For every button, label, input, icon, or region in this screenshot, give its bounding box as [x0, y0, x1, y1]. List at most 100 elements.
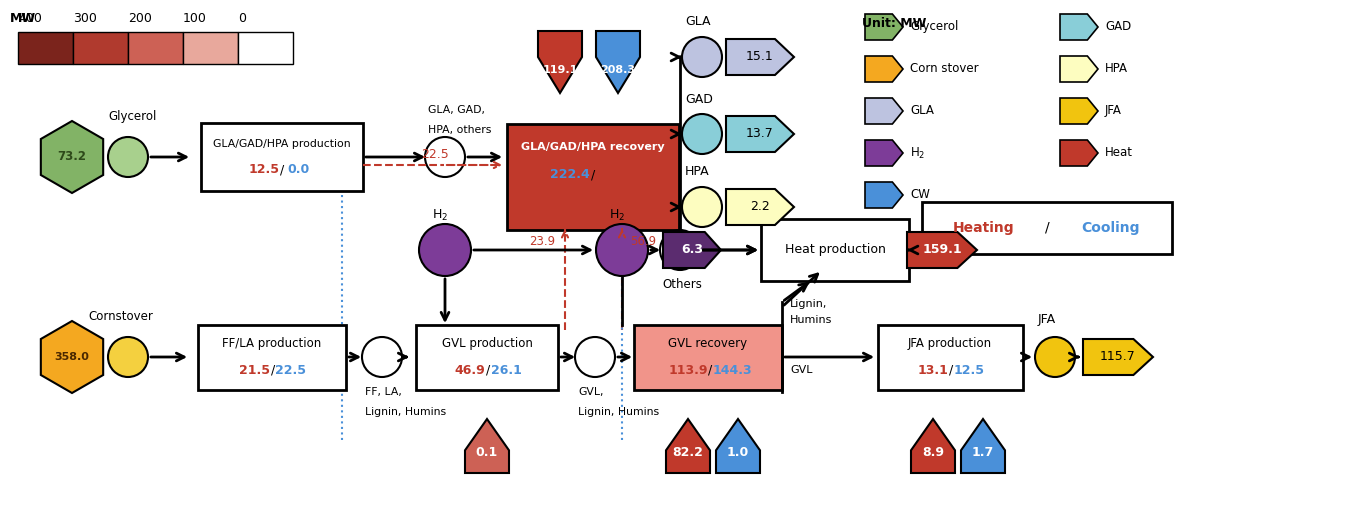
Polygon shape — [907, 232, 976, 268]
Polygon shape — [1059, 140, 1098, 166]
Text: Humins: Humins — [790, 315, 832, 325]
Polygon shape — [666, 419, 710, 473]
Text: 144.3: 144.3 — [713, 363, 752, 376]
Circle shape — [424, 137, 465, 177]
Polygon shape — [726, 39, 794, 75]
Text: 0: 0 — [238, 12, 246, 25]
Polygon shape — [865, 56, 903, 82]
Text: 12.5: 12.5 — [249, 163, 280, 176]
Text: 73.2: 73.2 — [57, 150, 87, 163]
Text: Heating: Heating — [953, 221, 1015, 235]
Text: 23.9: 23.9 — [529, 235, 555, 248]
FancyBboxPatch shape — [18, 32, 73, 64]
Text: 113.9: 113.9 — [668, 363, 707, 376]
Polygon shape — [596, 31, 641, 93]
Text: 13.7: 13.7 — [747, 127, 774, 140]
FancyBboxPatch shape — [634, 325, 782, 389]
Text: 100: 100 — [184, 12, 207, 25]
FancyBboxPatch shape — [416, 325, 558, 389]
Circle shape — [681, 37, 722, 77]
Text: 12.5: 12.5 — [953, 363, 985, 376]
Text: 22.5: 22.5 — [422, 148, 449, 161]
Text: H$_2$: H$_2$ — [609, 207, 626, 222]
Text: 82.2: 82.2 — [673, 445, 703, 458]
Circle shape — [419, 224, 471, 276]
Text: 225.5: 225.5 — [598, 169, 638, 182]
Polygon shape — [726, 116, 794, 152]
Text: Heat: Heat — [1104, 147, 1133, 160]
Polygon shape — [1059, 56, 1098, 82]
Text: 56.9: 56.9 — [630, 235, 656, 248]
FancyBboxPatch shape — [922, 202, 1172, 254]
FancyBboxPatch shape — [762, 219, 908, 281]
Polygon shape — [865, 98, 903, 124]
Text: GLA: GLA — [910, 104, 934, 117]
Text: JFA production: JFA production — [908, 338, 991, 350]
Text: Unit: MW: Unit: MW — [862, 17, 926, 30]
Text: 6.3: 6.3 — [681, 243, 703, 256]
Text: Cornstover: Cornstover — [88, 311, 152, 324]
Text: 13.1: 13.1 — [918, 363, 948, 376]
FancyBboxPatch shape — [201, 123, 363, 191]
Text: GVL production: GVL production — [442, 338, 532, 350]
Text: CW: CW — [910, 188, 930, 201]
Text: 1.0: 1.0 — [726, 445, 749, 458]
FancyBboxPatch shape — [238, 32, 292, 64]
Polygon shape — [664, 232, 721, 268]
Text: 2.2: 2.2 — [751, 200, 770, 213]
Circle shape — [596, 224, 647, 276]
Text: FF, LA,: FF, LA, — [364, 387, 401, 397]
FancyBboxPatch shape — [877, 325, 1023, 389]
Text: GVL,: GVL, — [578, 387, 604, 397]
FancyBboxPatch shape — [507, 125, 679, 230]
Text: HPA, others: HPA, others — [428, 125, 491, 135]
Polygon shape — [865, 182, 903, 208]
Text: Others: Others — [662, 278, 702, 291]
Text: H$_2$: H$_2$ — [910, 146, 925, 161]
Circle shape — [575, 337, 615, 377]
Polygon shape — [911, 419, 955, 473]
Circle shape — [1035, 337, 1074, 377]
Text: /: / — [1044, 221, 1050, 235]
Text: 119.1: 119.1 — [543, 65, 578, 75]
Circle shape — [362, 337, 403, 377]
Text: HPA: HPA — [685, 165, 710, 179]
Text: Cooling: Cooling — [1081, 221, 1140, 235]
Circle shape — [107, 337, 148, 377]
FancyBboxPatch shape — [199, 325, 345, 389]
Polygon shape — [539, 31, 582, 93]
Text: /: / — [280, 163, 284, 176]
FancyBboxPatch shape — [128, 32, 184, 64]
Text: 208.3: 208.3 — [601, 65, 635, 75]
Text: Lignin, Humins: Lignin, Humins — [578, 407, 660, 417]
Polygon shape — [865, 14, 903, 40]
Text: GLA: GLA — [685, 16, 710, 29]
Text: 358.0: 358.0 — [54, 352, 90, 362]
Text: 26.1: 26.1 — [491, 363, 521, 376]
Text: /: / — [271, 363, 275, 376]
Text: HPA: HPA — [1104, 63, 1127, 76]
Text: Heat production: Heat production — [785, 243, 885, 256]
Polygon shape — [1059, 14, 1098, 40]
Text: JFA: JFA — [1038, 314, 1057, 326]
Text: JFA: JFA — [1104, 104, 1122, 117]
Polygon shape — [726, 189, 794, 225]
Text: 0.1: 0.1 — [476, 445, 498, 458]
Text: GVL: GVL — [790, 365, 812, 375]
Text: Glycerol: Glycerol — [910, 20, 959, 33]
Text: GLA/GAD/HPA production: GLA/GAD/HPA production — [214, 139, 351, 149]
Text: 115.7: 115.7 — [1100, 350, 1136, 363]
FancyBboxPatch shape — [73, 32, 128, 64]
Text: GVL recovery: GVL recovery — [668, 338, 748, 350]
Text: GAD: GAD — [1104, 20, 1132, 33]
Text: GLA, GAD,: GLA, GAD, — [428, 105, 486, 115]
Polygon shape — [41, 121, 103, 193]
Polygon shape — [715, 419, 760, 473]
Text: GLA/GAD/HPA recovery: GLA/GAD/HPA recovery — [521, 142, 665, 152]
Text: MW: MW — [10, 12, 37, 25]
Text: 0.0: 0.0 — [288, 163, 310, 176]
Polygon shape — [865, 140, 903, 166]
Text: Glycerol: Glycerol — [107, 111, 156, 124]
Text: /: / — [949, 363, 953, 376]
Text: /: / — [707, 363, 713, 376]
